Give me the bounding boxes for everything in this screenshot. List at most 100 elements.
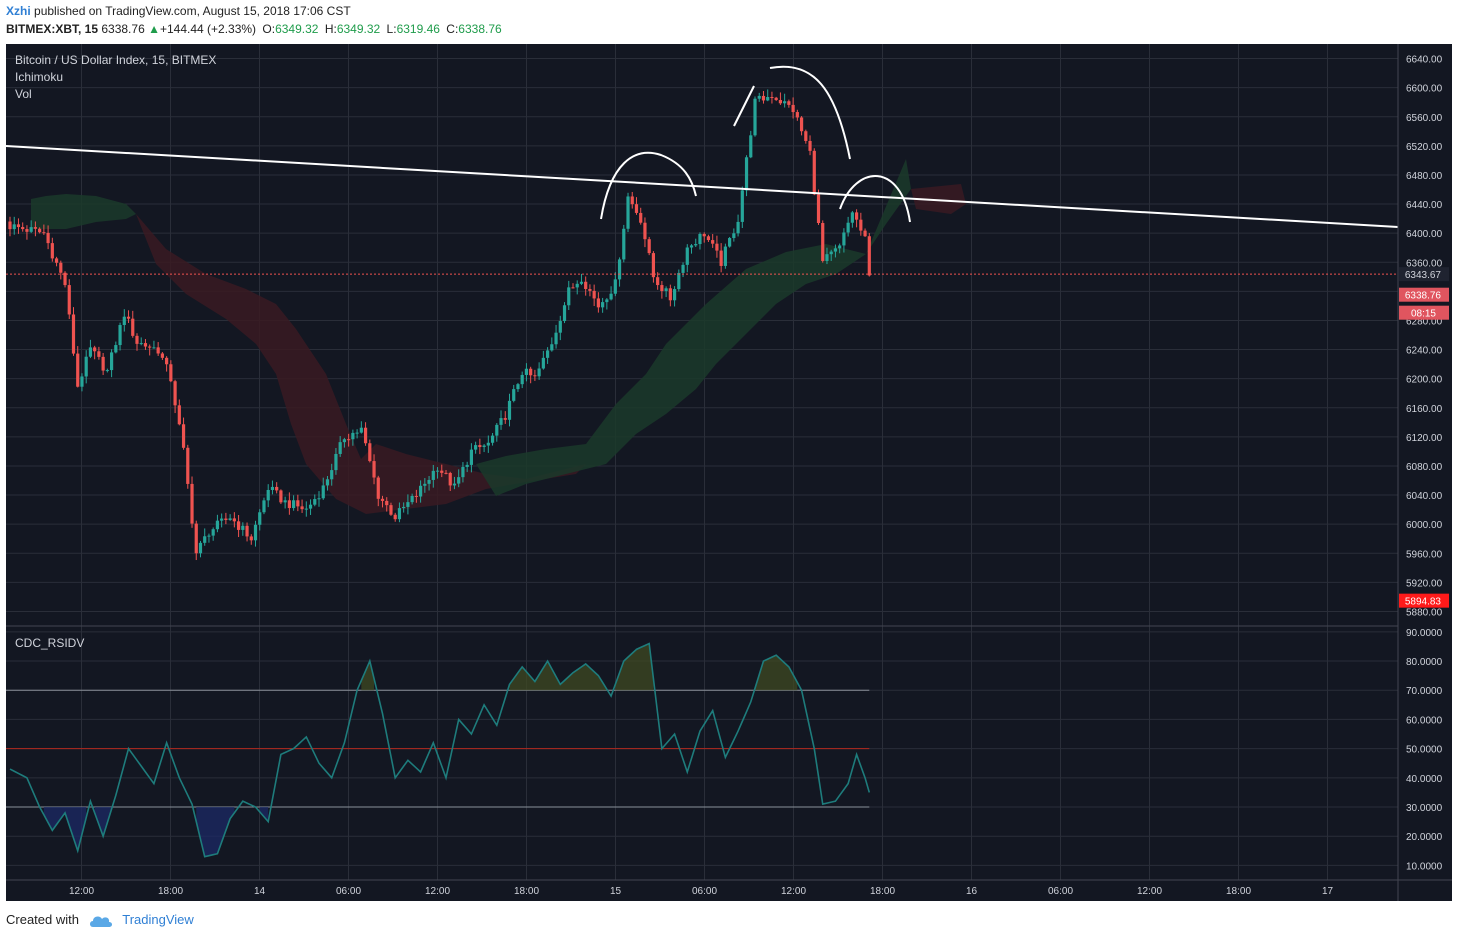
candle-body[interactable] [194, 523, 198, 554]
candle-body[interactable] [821, 223, 825, 261]
candle-body[interactable] [241, 525, 245, 530]
candle-body[interactable] [21, 227, 25, 230]
candle-body[interactable] [469, 449, 473, 465]
candle-body[interactable] [550, 344, 554, 351]
candle-body[interactable] [440, 470, 444, 473]
candle-body[interactable] [67, 285, 71, 315]
candle-body[interactable] [808, 140, 812, 151]
candle-body[interactable] [719, 250, 723, 266]
candle-body[interactable] [71, 314, 76, 354]
candle-body[interactable] [25, 229, 29, 232]
candle-body[interactable] [325, 479, 330, 486]
candle-body[interactable] [859, 219, 863, 231]
candle-body[interactable] [787, 101, 791, 105]
candle-body[interactable] [791, 104, 795, 113]
candle-body[interactable] [279, 490, 283, 503]
candle-body[interactable] [122, 316, 126, 326]
candle-body[interactable] [296, 500, 300, 507]
candle-body[interactable] [520, 374, 524, 385]
time-axis[interactable]: 12:00 18:00 14 06:00 12:00 18:00 15 06:00 12:00 1… [69, 886, 1334, 897]
candle-body[interactable] [702, 233, 706, 237]
candle-body[interactable] [186, 447, 190, 484]
candle-body[interactable] [321, 485, 325, 499]
candle-body[interactable] [715, 243, 719, 251]
candle-body[interactable] [12, 224, 16, 230]
candle-body[interactable] [190, 483, 194, 524]
candle-body[interactable] [753, 98, 757, 136]
candle-body[interactable] [215, 520, 220, 530]
candle-body[interactable] [478, 445, 482, 447]
candle-body[interactable] [93, 347, 97, 352]
candle-body[interactable] [8, 221, 12, 230]
candle-body[interactable] [664, 288, 668, 291]
candle-body[interactable] [588, 288, 592, 291]
candle-body[interactable] [101, 356, 105, 371]
candle-body[interactable] [766, 97, 770, 101]
candle-body[interactable] [706, 236, 711, 241]
legend-rsi[interactable]: CDC_RSIDV [15, 636, 84, 650]
legend-ichimoku[interactable]: Ichimoku [15, 70, 63, 84]
candle-body[interactable] [643, 222, 647, 240]
candle-body[interactable] [761, 95, 766, 101]
candle-body[interactable] [863, 230, 867, 237]
candle-body[interactable] [156, 347, 160, 354]
candle-body[interactable] [774, 97, 778, 101]
candle-body[interactable] [656, 277, 660, 286]
candle-body[interactable] [846, 222, 850, 233]
candle-body[interactable] [689, 245, 694, 248]
candle-body[interactable] [647, 239, 651, 254]
candle-body[interactable] [380, 498, 385, 501]
candle-body[interactable] [842, 232, 846, 246]
candle-body[interactable] [579, 281, 584, 284]
candle-body[interactable] [105, 370, 109, 372]
candle-body[interactable] [783, 101, 787, 104]
candle-body[interactable] [524, 368, 529, 375]
candle-body[interactable] [486, 442, 490, 446]
candle-body[interactable] [799, 117, 804, 132]
candle-body[interactable] [507, 400, 512, 420]
candle-body[interactable] [634, 204, 639, 213]
candle-body[interactable] [393, 514, 397, 520]
head-arc[interactable] [769, 65, 851, 160]
candle-body[interactable] [825, 254, 829, 261]
candle-body[interactable] [292, 500, 296, 509]
candle-body[interactable] [605, 299, 609, 303]
candle-body[interactable] [114, 345, 118, 353]
candle-body[interactable] [109, 352, 114, 371]
candle-body[interactable] [173, 381, 177, 406]
chart-canvas[interactable]: 6640.00 6600.00 6560.00 6520.00 6480.00 6440.… [6, 44, 1452, 901]
candle-body[interactable] [266, 489, 270, 501]
candle-body[interactable] [740, 190, 744, 222]
candle-body[interactable] [317, 498, 321, 500]
candle-body[interactable] [816, 194, 821, 224]
candle-body[interactable] [236, 521, 241, 530]
candle-body[interactable] [541, 357, 545, 369]
candle-body[interactable] [355, 432, 359, 434]
candle-body[interactable] [414, 495, 418, 497]
candle-body[interactable] [465, 464, 469, 467]
candle-body[interactable] [389, 505, 393, 515]
candle-body[interactable] [363, 427, 368, 444]
candle-body[interactable] [143, 343, 148, 347]
candle-body[interactable] [575, 283, 579, 288]
candle-body[interactable] [728, 238, 732, 247]
candle-body[interactable] [533, 375, 537, 377]
candle-body[interactable] [516, 384, 520, 390]
candle-body[interactable] [829, 251, 833, 255]
candle-body[interactable] [207, 535, 211, 537]
candle-body[interactable] [50, 243, 54, 259]
candle-body[interactable] [795, 112, 799, 118]
candle-body[interactable] [757, 95, 761, 99]
candle-body[interactable] [732, 233, 736, 239]
candle-body[interactable] [270, 486, 275, 490]
trendline[interactable] [6, 145, 1399, 228]
candle-body[interactable] [376, 477, 380, 499]
candle-body[interactable] [372, 461, 376, 478]
candle-body[interactable] [672, 289, 677, 301]
price-axis[interactable]: 6640.00 6600.00 6560.00 6520.00 6480.00 6440.… [1406, 55, 1443, 619]
candle-body[interactable] [490, 435, 495, 443]
candle-body[interactable] [169, 364, 173, 382]
rsi-axis[interactable]: 90.0000 80.0000 70.0000 60.0000 50.0000 40.00… [1406, 628, 1443, 873]
candle-body[interactable] [626, 196, 630, 229]
candle-body[interactable] [474, 445, 478, 450]
